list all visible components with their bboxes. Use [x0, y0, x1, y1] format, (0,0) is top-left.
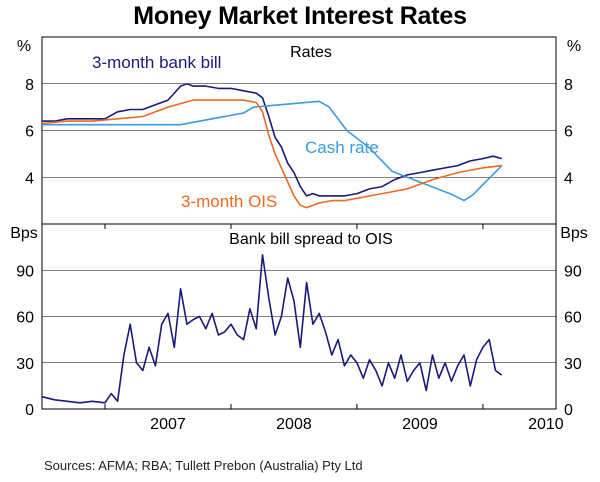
y-tick-label-left: 30	[16, 356, 34, 373]
y-tick-label-right: 30	[564, 356, 582, 373]
panel-title: Rates	[290, 44, 332, 61]
unit-label-left: %	[17, 38, 31, 55]
unit-label-left: Bps	[10, 225, 38, 242]
y-tick-label-right: 60	[564, 310, 582, 327]
series-line-3-month-ois	[41, 99, 502, 209]
y-tick-label-right: 90	[564, 263, 582, 280]
x-tick-label: 2009	[402, 416, 438, 433]
unit-label-right: Bps	[560, 225, 588, 242]
series-annotation: Cash rate	[305, 138, 379, 157]
series-line-3-month-bank-bill	[42, 83, 503, 197]
chart-title: Money Market Interest Rates	[133, 2, 467, 30]
series-line-cash-rate	[42, 100, 503, 202]
unit-label-right: %	[567, 38, 581, 55]
series-annotation: 3-month bank bill	[92, 53, 221, 72]
x-tick-label: 2010	[528, 416, 564, 433]
y-tick-label-right: 0	[564, 402, 573, 419]
series-line-bank-bill-spread-to-ois	[41, 254, 503, 404]
x-tick-label: 2007	[150, 416, 186, 433]
y-tick-label-left: 4	[25, 170, 34, 187]
source-note: Sources: AFMA; RBA; Tullett Prebon (Aust…	[44, 458, 363, 473]
y-tick-label-left: 8	[25, 77, 34, 94]
y-tick-label-right: 8	[564, 77, 573, 94]
x-tick-label: 2008	[276, 416, 312, 433]
y-tick-label-left: 0	[25, 402, 34, 419]
y-tick-label-left: 6	[25, 124, 34, 141]
y-tick-label-left: 90	[16, 263, 34, 280]
panel-title: Bank bill spread to OIS	[229, 231, 393, 248]
y-tick-label-left: 60	[16, 310, 34, 327]
y-tick-label-right: 6	[564, 124, 573, 141]
y-tick-label-right: 4	[564, 170, 573, 187]
series-annotation: 3-month OIS	[181, 192, 277, 211]
